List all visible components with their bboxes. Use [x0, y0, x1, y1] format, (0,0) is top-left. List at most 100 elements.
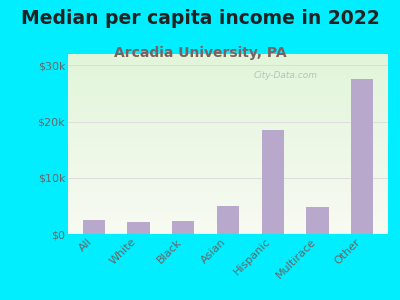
Bar	[68, 176, 388, 177]
Bar	[68, 79, 388, 80]
Bar	[68, 148, 388, 149]
Bar	[68, 117, 388, 118]
Bar	[82, 220, 105, 234]
Bar	[68, 164, 388, 165]
Bar	[68, 137, 388, 138]
Bar	[68, 192, 388, 193]
Bar	[68, 83, 388, 84]
Bar	[68, 210, 388, 211]
Bar	[68, 94, 388, 95]
Bar	[68, 73, 388, 74]
Bar	[68, 233, 388, 234]
Bar	[68, 172, 388, 173]
Bar	[68, 170, 388, 171]
Bar	[68, 104, 388, 105]
Bar	[68, 132, 388, 133]
Bar	[68, 162, 388, 163]
Bar	[68, 173, 388, 174]
Bar	[68, 169, 388, 170]
Bar	[68, 144, 388, 145]
Bar	[68, 156, 388, 157]
Bar	[68, 86, 388, 87]
Bar	[68, 167, 388, 168]
Bar	[68, 177, 388, 178]
Bar	[351, 79, 374, 234]
Bar	[68, 76, 388, 77]
Bar	[68, 110, 388, 111]
Bar	[68, 139, 388, 140]
Bar	[68, 152, 388, 153]
Bar	[217, 206, 239, 234]
Bar	[68, 106, 388, 107]
Bar	[68, 59, 388, 60]
Bar	[68, 74, 388, 75]
Bar	[68, 197, 388, 198]
Bar	[68, 201, 388, 202]
Bar	[68, 209, 388, 210]
Bar	[68, 145, 388, 146]
Bar	[68, 188, 388, 189]
Bar	[68, 105, 388, 106]
Bar	[68, 231, 388, 232]
Bar	[68, 166, 388, 167]
Bar	[68, 97, 388, 98]
Bar	[68, 123, 388, 124]
Bar	[68, 181, 388, 182]
Bar	[68, 150, 388, 151]
Bar	[68, 214, 388, 215]
Bar	[68, 207, 388, 208]
Bar	[68, 55, 388, 56]
Bar	[68, 227, 388, 228]
Bar	[68, 81, 388, 82]
Bar	[68, 85, 388, 86]
Bar	[68, 195, 388, 196]
Bar	[68, 57, 388, 58]
Bar	[68, 174, 388, 175]
Bar	[68, 194, 388, 195]
Bar	[68, 127, 388, 128]
Bar	[68, 216, 388, 217]
Bar	[68, 130, 388, 131]
Bar	[68, 143, 388, 144]
Bar	[68, 204, 388, 205]
Bar	[68, 140, 388, 141]
Bar	[68, 202, 388, 203]
Bar	[68, 103, 388, 104]
Bar	[68, 70, 388, 71]
Bar	[68, 186, 388, 187]
Bar	[68, 190, 388, 191]
Bar	[68, 213, 388, 214]
Bar	[68, 122, 388, 123]
Bar	[68, 220, 388, 221]
Bar	[68, 155, 388, 156]
Bar	[68, 224, 388, 225]
Bar	[68, 82, 388, 83]
Bar	[68, 154, 388, 155]
Bar	[68, 175, 388, 176]
Bar	[68, 180, 388, 181]
Bar	[68, 66, 388, 67]
Bar	[68, 219, 388, 220]
Bar	[68, 120, 388, 121]
Bar	[68, 187, 388, 188]
Bar	[68, 128, 388, 129]
Bar	[68, 129, 388, 130]
Bar	[68, 198, 388, 199]
Bar	[68, 131, 388, 132]
Bar	[68, 107, 388, 108]
Bar	[68, 136, 388, 137]
Bar	[68, 111, 388, 112]
Bar	[68, 125, 388, 126]
Bar	[68, 56, 388, 57]
Bar	[68, 191, 388, 192]
Bar	[68, 151, 388, 152]
Bar	[68, 101, 388, 102]
Bar	[68, 80, 388, 81]
Bar	[68, 109, 388, 110]
Bar	[68, 95, 388, 96]
Bar	[172, 221, 194, 234]
Bar	[68, 60, 388, 61]
Bar	[68, 185, 388, 186]
Bar	[127, 222, 150, 234]
Bar	[68, 100, 388, 101]
